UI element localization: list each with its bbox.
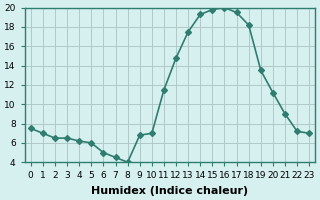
X-axis label: Humidex (Indice chaleur): Humidex (Indice chaleur) <box>92 186 249 196</box>
